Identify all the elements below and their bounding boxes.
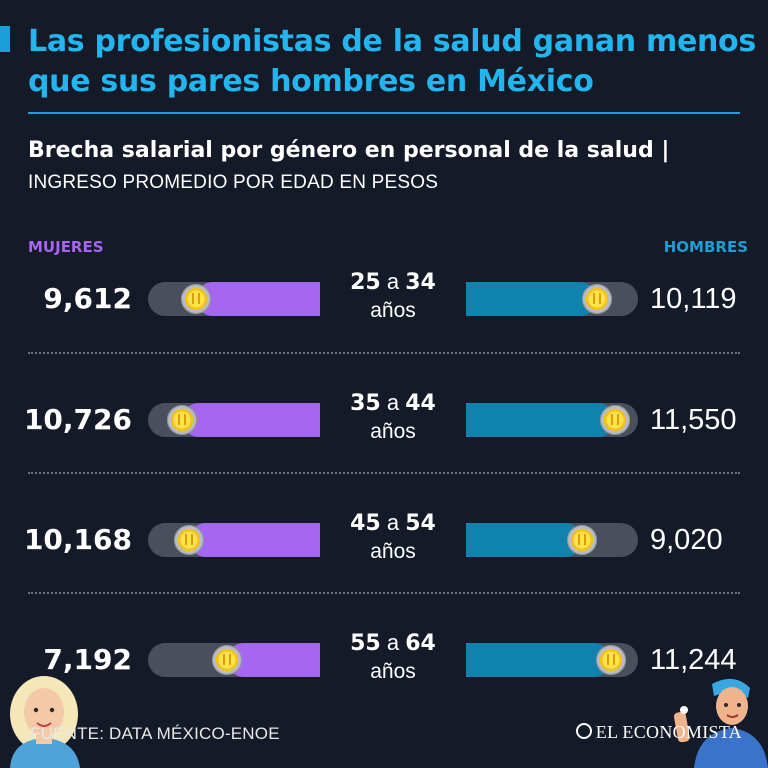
women-bar [196, 282, 320, 316]
legend-men: HOMBRES [663, 238, 748, 256]
age-connector: a [386, 390, 400, 415]
doctor-illustration [673, 678, 768, 768]
peso-coin-icon [582, 284, 612, 314]
age-connector: a [386, 510, 400, 535]
brand-logo: EL ECONOMISTA [575, 722, 742, 743]
men-bar [466, 643, 611, 677]
age-unit: años [370, 420, 416, 443]
chart-subtitle: Brecha salarial por género en personal d… [28, 138, 670, 163]
age-connector: a [386, 269, 400, 294]
age-from: 25 [350, 270, 381, 295]
age-range-label: 35 a 44 años [318, 389, 468, 446]
women-bar [227, 643, 320, 677]
men-bar-track [466, 643, 638, 677]
el-economista-logo-icon [575, 723, 592, 739]
row-divider [28, 352, 740, 354]
peso-coin-icon [567, 525, 597, 555]
men-bar [466, 523, 582, 557]
age-to: 54 [405, 511, 436, 536]
peso-coin-icon [174, 525, 204, 555]
men-value: 9,020 [650, 524, 723, 556]
peso-coin-icon [596, 645, 626, 675]
brand-name: EL ECONOMISTA [595, 722, 742, 742]
men-value: 11,244 [650, 644, 737, 676]
age-group-row: 10,726 35 a 44 años 11,550 [0, 385, 768, 455]
women-bar [189, 523, 320, 557]
men-value: 10,119 [650, 283, 737, 315]
age-group-row: 9,612 25 a 34 años 10,119 [0, 264, 768, 334]
women-value: 10,726 [23, 403, 132, 436]
men-bar [466, 403, 615, 437]
women-bar [182, 403, 320, 437]
age-range-label: 25 a 34 años [318, 268, 468, 325]
age-from: 55 [350, 631, 381, 656]
nurse-illustration [10, 676, 80, 768]
peso-coin-icon [167, 405, 197, 435]
age-range-label: 45 a 54 años [318, 509, 468, 566]
men-bar-track [466, 523, 638, 557]
age-connector: a [386, 630, 400, 655]
age-unit: años [370, 540, 416, 563]
women-value: 9,612 [43, 282, 132, 315]
age-range-label: 55 a 64 años [318, 629, 468, 686]
women-value: 10,168 [23, 523, 132, 556]
source-note: FUENTE: DATA MÉXICO-ENOE [30, 724, 280, 743]
legend-women: MUJERES [28, 238, 104, 256]
age-to: 34 [405, 270, 436, 295]
age-from: 45 [350, 511, 381, 536]
women-bar-track [148, 523, 320, 557]
age-from: 35 [350, 391, 381, 416]
title-divider [28, 112, 740, 114]
peso-coin-icon [600, 405, 630, 435]
age-group-row: 10,168 45 a 54 años 9,020 [0, 505, 768, 575]
row-divider [28, 592, 740, 594]
men-bar [466, 282, 597, 316]
age-group-row: 7,192 55 a 64 años 11,244 [0, 625, 768, 695]
women-bar-track [148, 403, 320, 437]
women-value: 7,192 [43, 643, 132, 676]
women-bar-track [148, 643, 320, 677]
age-unit: años [370, 299, 416, 322]
chart-unit-label: INGRESO PROMEDIO POR EDAD EN PESOS [28, 172, 439, 193]
peso-coin-icon [181, 284, 211, 314]
men-bar-track [466, 403, 638, 437]
age-to: 44 [405, 391, 436, 416]
women-bar-track [148, 282, 320, 316]
age-to: 64 [405, 631, 436, 656]
row-divider [28, 472, 740, 474]
peso-coin-icon [212, 645, 242, 675]
age-unit: años [370, 660, 416, 683]
men-bar-track [466, 282, 638, 316]
page-title: Las profesionistas de la salud ganan men… [28, 24, 756, 99]
title-accent-bar [0, 26, 10, 52]
men-value: 11,550 [650, 404, 737, 436]
